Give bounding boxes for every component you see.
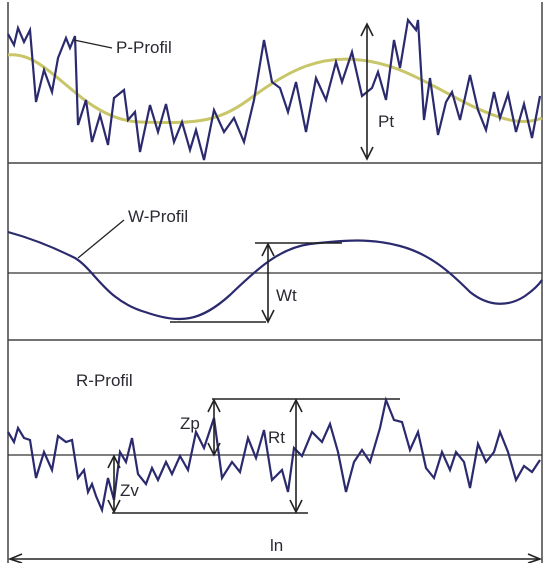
wt-label: Wt <box>276 286 297 305</box>
panel-frame <box>7 2 543 563</box>
zv-label: Zv <box>120 481 139 500</box>
pt-arrow <box>360 22 374 161</box>
w-profile-label: W-Profil <box>128 207 188 226</box>
w-profile-line <box>7 230 543 321</box>
p-profile-panel: P-Profil Pt <box>7 17 543 161</box>
p-profile-label: P-Profil <box>116 38 172 57</box>
w-profile-leader-line <box>77 219 125 259</box>
r-profile-panel: R-Profil Zp Rt Zv <box>7 371 542 514</box>
r-profile-line <box>7 396 541 514</box>
wt-arrow <box>261 242 275 324</box>
p-profile-line <box>7 17 542 161</box>
p-profile-waviness-curve <box>7 53 543 125</box>
zp-label: Zp <box>180 414 200 433</box>
p-profile-leader-line <box>73 39 113 49</box>
evaluation-length-arrow <box>7 553 543 563</box>
rt-label: Rt <box>268 428 285 447</box>
zv-arrow <box>107 454 121 514</box>
zp-arrow <box>207 398 221 457</box>
r-profile-label: R-Profil <box>76 371 133 390</box>
w-profile-panel: W-Profil Wt <box>7 207 543 324</box>
rt-arrow <box>289 398 303 514</box>
evaluation-length-label: ln <box>270 536 283 555</box>
pt-label: Pt <box>378 112 394 131</box>
